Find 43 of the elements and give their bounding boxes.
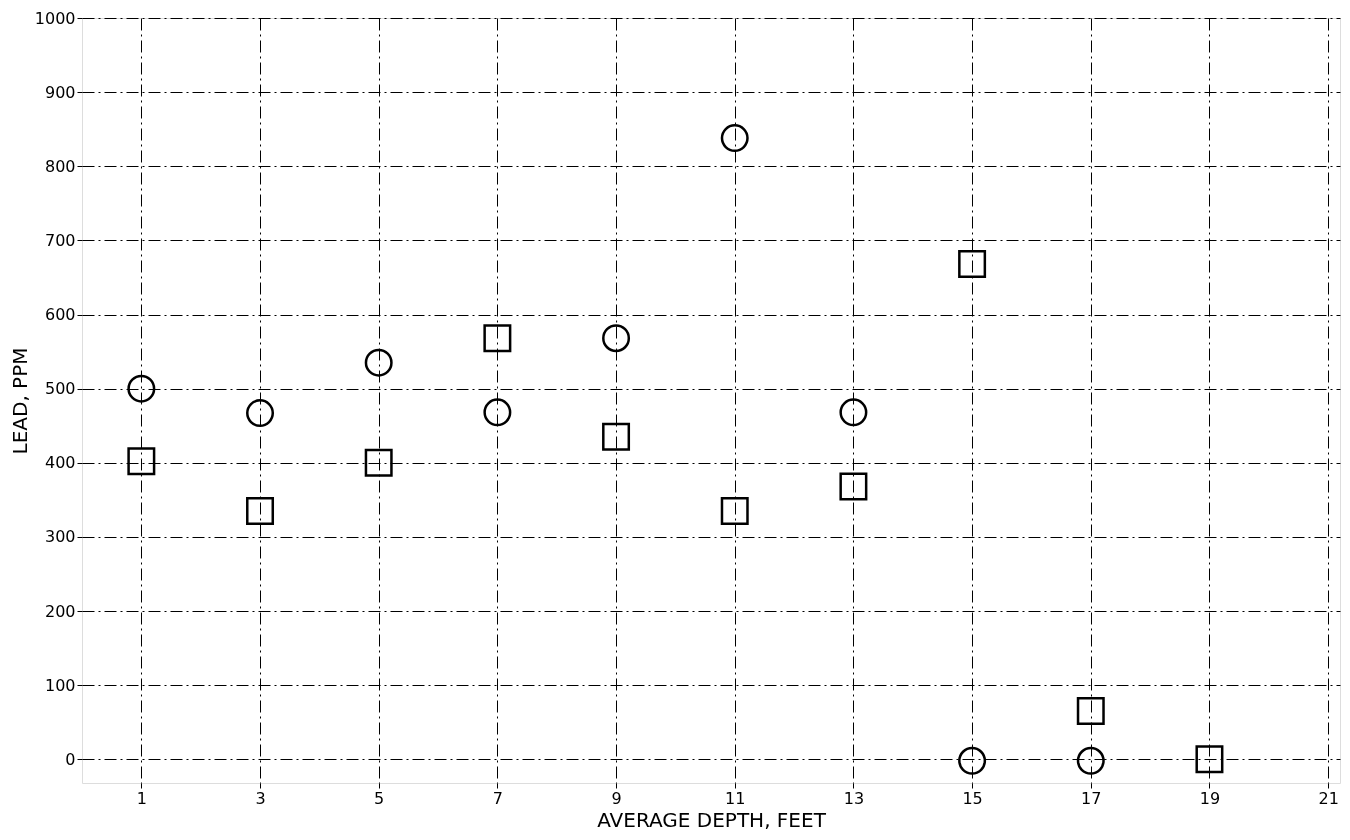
point — [483, 398, 512, 427]
x-axis-title: AVERAGE DEPTH, FEET — [597, 807, 827, 832]
x-tick-label: 17 — [1081, 788, 1102, 808]
point — [1076, 697, 1105, 726]
y-tick-label: 700 — [44, 230, 76, 250]
point — [1076, 746, 1105, 775]
point — [364, 348, 393, 377]
point — [1195, 745, 1224, 774]
x-tick-label: 3 — [255, 788, 266, 808]
point — [839, 398, 868, 427]
x-tick-label: 15 — [962, 788, 983, 808]
point — [720, 124, 749, 153]
x-tick-label: 21 — [1318, 788, 1339, 808]
y-axis-title: LEAD, PPM — [7, 347, 32, 455]
point — [958, 746, 987, 775]
y-tick-label: 100 — [44, 675, 76, 695]
y-tick-label: 500 — [44, 379, 76, 399]
point — [246, 496, 275, 525]
y-tick-label: 900 — [44, 82, 76, 102]
y-tick-label: 300 — [44, 527, 76, 547]
y-tick-label: 200 — [44, 601, 76, 621]
y-tick-label: 800 — [44, 156, 76, 176]
x-tick-label: 19 — [1199, 788, 1221, 808]
point — [127, 374, 156, 403]
x-tick-label: 11 — [725, 788, 746, 808]
point — [839, 472, 868, 501]
y-tick-label: 600 — [44, 305, 76, 325]
y-tick-label: 400 — [44, 453, 76, 473]
x-tick-label: 5 — [374, 788, 385, 808]
y-tick-label: 1000 — [34, 8, 76, 28]
x-tick-label: 13 — [843, 788, 865, 808]
y-tick-label: 0 — [65, 749, 76, 769]
point — [246, 399, 275, 428]
point — [127, 447, 156, 476]
x-tick-label: 1 — [136, 788, 147, 808]
point — [483, 324, 512, 353]
point — [720, 496, 749, 525]
point — [602, 422, 631, 451]
point — [958, 250, 987, 279]
point — [602, 324, 631, 353]
x-tick-label: 9 — [611, 788, 622, 808]
x-tick-label: 7 — [492, 788, 503, 808]
point — [364, 448, 393, 477]
